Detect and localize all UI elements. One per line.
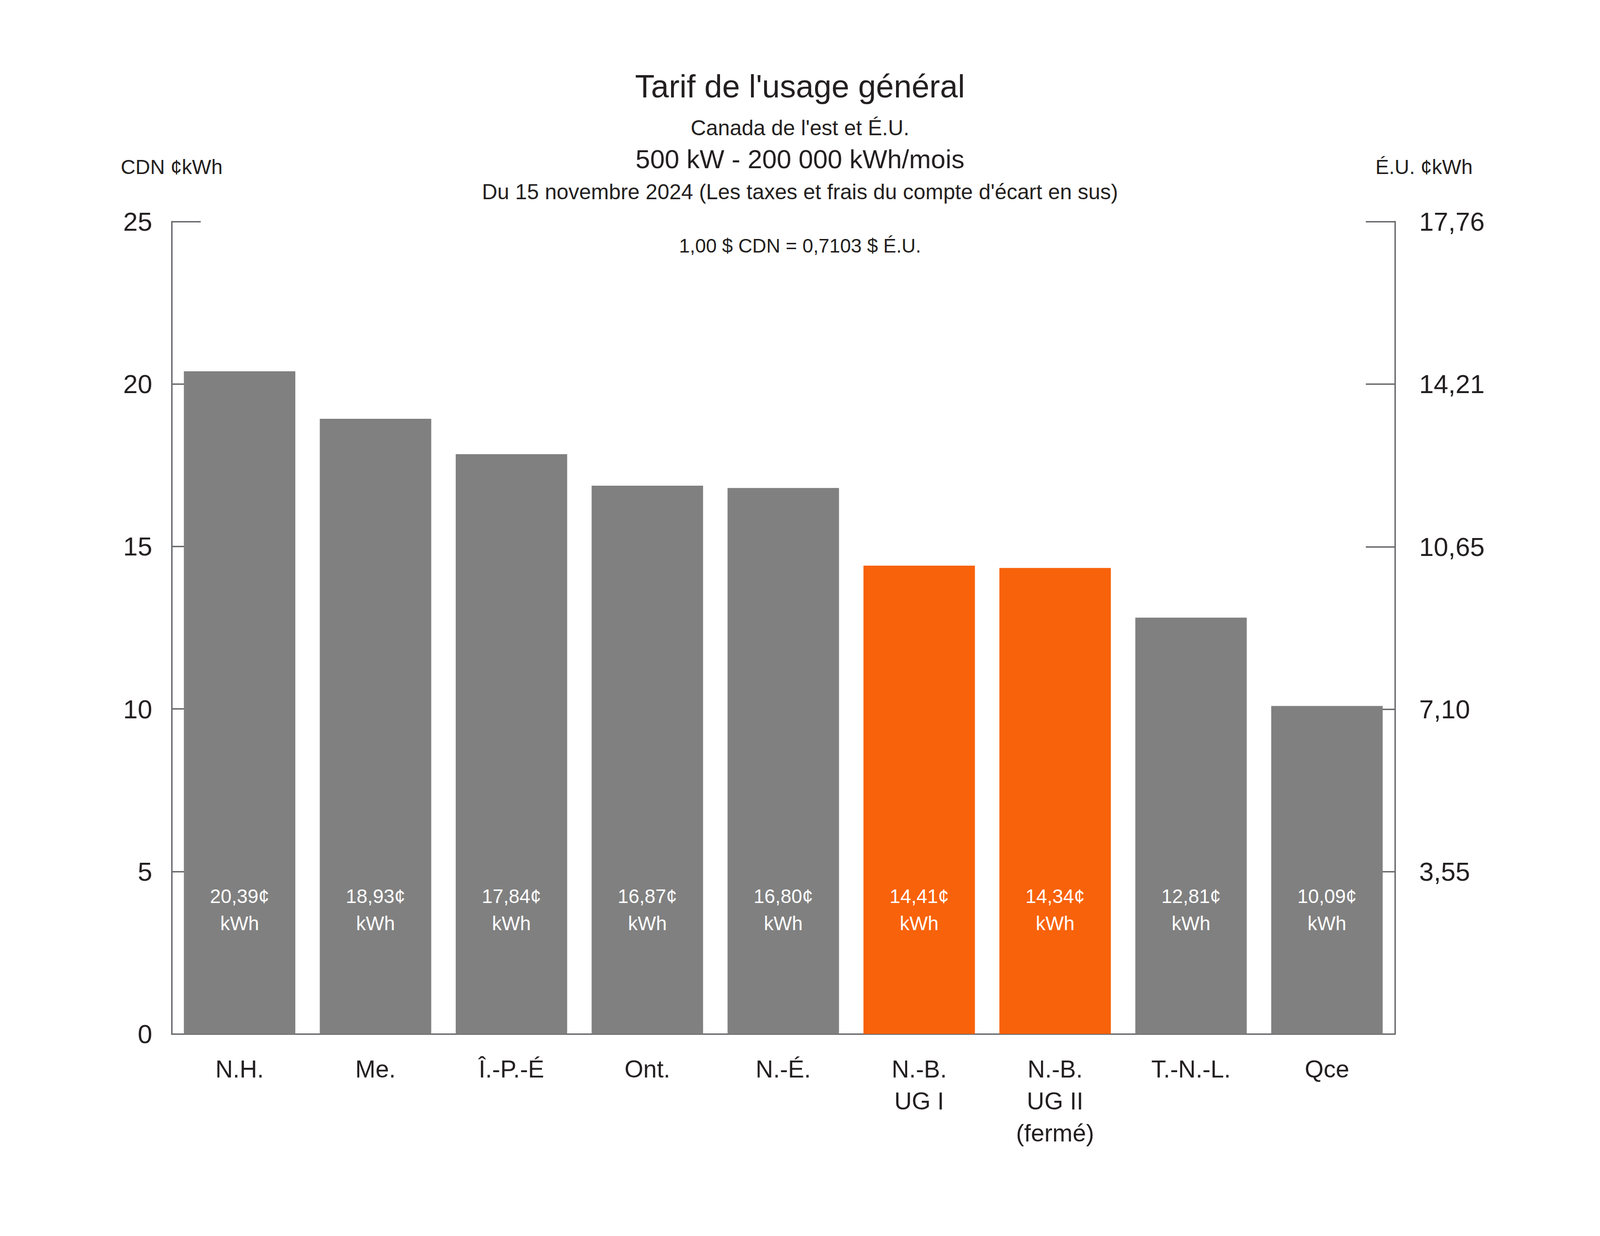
svg-text:10,65: 10,65 [1419, 532, 1485, 562]
svg-text:7,10: 7,10 [1419, 694, 1471, 724]
svg-text:kWh: kWh [1171, 912, 1211, 935]
svg-text:kWh: kWh [764, 912, 803, 935]
svg-text:N.-É.: N.-É. [755, 1056, 812, 1084]
svg-text:Me.: Me. [355, 1056, 396, 1084]
svg-text:1,00 $ CDN = 0,7103 $ É.U.: 1,00 $ CDN = 0,7103 $ É.U. [678, 235, 921, 257]
svg-text:N.H.: N.H. [215, 1056, 264, 1084]
svg-text:10: 10 [123, 694, 153, 724]
svg-text:14,41¢: 14,41¢ [889, 885, 949, 908]
svg-text:UG II: UG II [1026, 1088, 1084, 1116]
svg-text:18,93¢: 18,93¢ [345, 885, 405, 908]
svg-text:kWh: kWh [627, 912, 667, 935]
svg-text:T.-N.-L.: T.-N.-L. [1151, 1056, 1232, 1084]
svg-text:kWh: kWh [899, 912, 939, 935]
svg-text:Canada de l'est et É.U.: Canada de l'est et É.U. [690, 115, 910, 140]
svg-text:15: 15 [123, 531, 153, 561]
svg-text:Tarif de l'usage général: Tarif de l'usage général [635, 68, 965, 105]
svg-text:N.-B.: N.-B. [1027, 1056, 1083, 1084]
svg-text:kWh: kWh [220, 912, 259, 935]
svg-text:16,87¢: 16,87¢ [617, 885, 677, 908]
svg-text:5: 5 [137, 857, 153, 887]
svg-text:N.-B.: N.-B. [891, 1056, 947, 1084]
svg-text:20: 20 [123, 369, 153, 399]
svg-text:Qce: Qce [1304, 1056, 1350, 1084]
svg-text:Î.-P.-É: Î.-P.-É [477, 1056, 544, 1084]
svg-text:10,09¢: 10,09¢ [1297, 885, 1357, 908]
svg-text:14,21: 14,21 [1419, 369, 1485, 399]
svg-text:12,81¢: 12,81¢ [1161, 885, 1221, 908]
svg-text:kWh: kWh [1035, 912, 1075, 935]
svg-text:0: 0 [137, 1019, 153, 1049]
svg-text:kWh: kWh [1307, 912, 1347, 935]
svg-text:25: 25 [123, 207, 153, 237]
svg-text:(fermé): (fermé) [1016, 1120, 1095, 1148]
svg-text:kWh: kWh [356, 912, 396, 935]
svg-text:UG I: UG I [894, 1088, 944, 1116]
svg-text:3,55: 3,55 [1419, 857, 1471, 887]
svg-text:20,39¢: 20,39¢ [209, 885, 270, 908]
svg-text:500 kW - 200 000 kWh/mois: 500 kW - 200 000 kWh/mois [635, 144, 965, 174]
svg-text:16,80¢: 16,80¢ [753, 885, 813, 908]
svg-text:Du 15 novembre 2024 (Les taxes: Du 15 novembre 2024 (Les taxes et frais … [481, 179, 1119, 204]
svg-text:kWh: kWh [492, 912, 531, 935]
svg-text:Ont.: Ont. [624, 1056, 671, 1084]
svg-text:14,34¢: 14,34¢ [1025, 885, 1085, 908]
svg-text:CDN ¢kWh: CDN ¢kWh [120, 155, 223, 179]
svg-text:É.U. ¢kWh: É.U. ¢kWh [1375, 155, 1473, 179]
svg-text:17,84¢: 17,84¢ [481, 885, 542, 908]
svg-text:17,76: 17,76 [1419, 207, 1485, 237]
